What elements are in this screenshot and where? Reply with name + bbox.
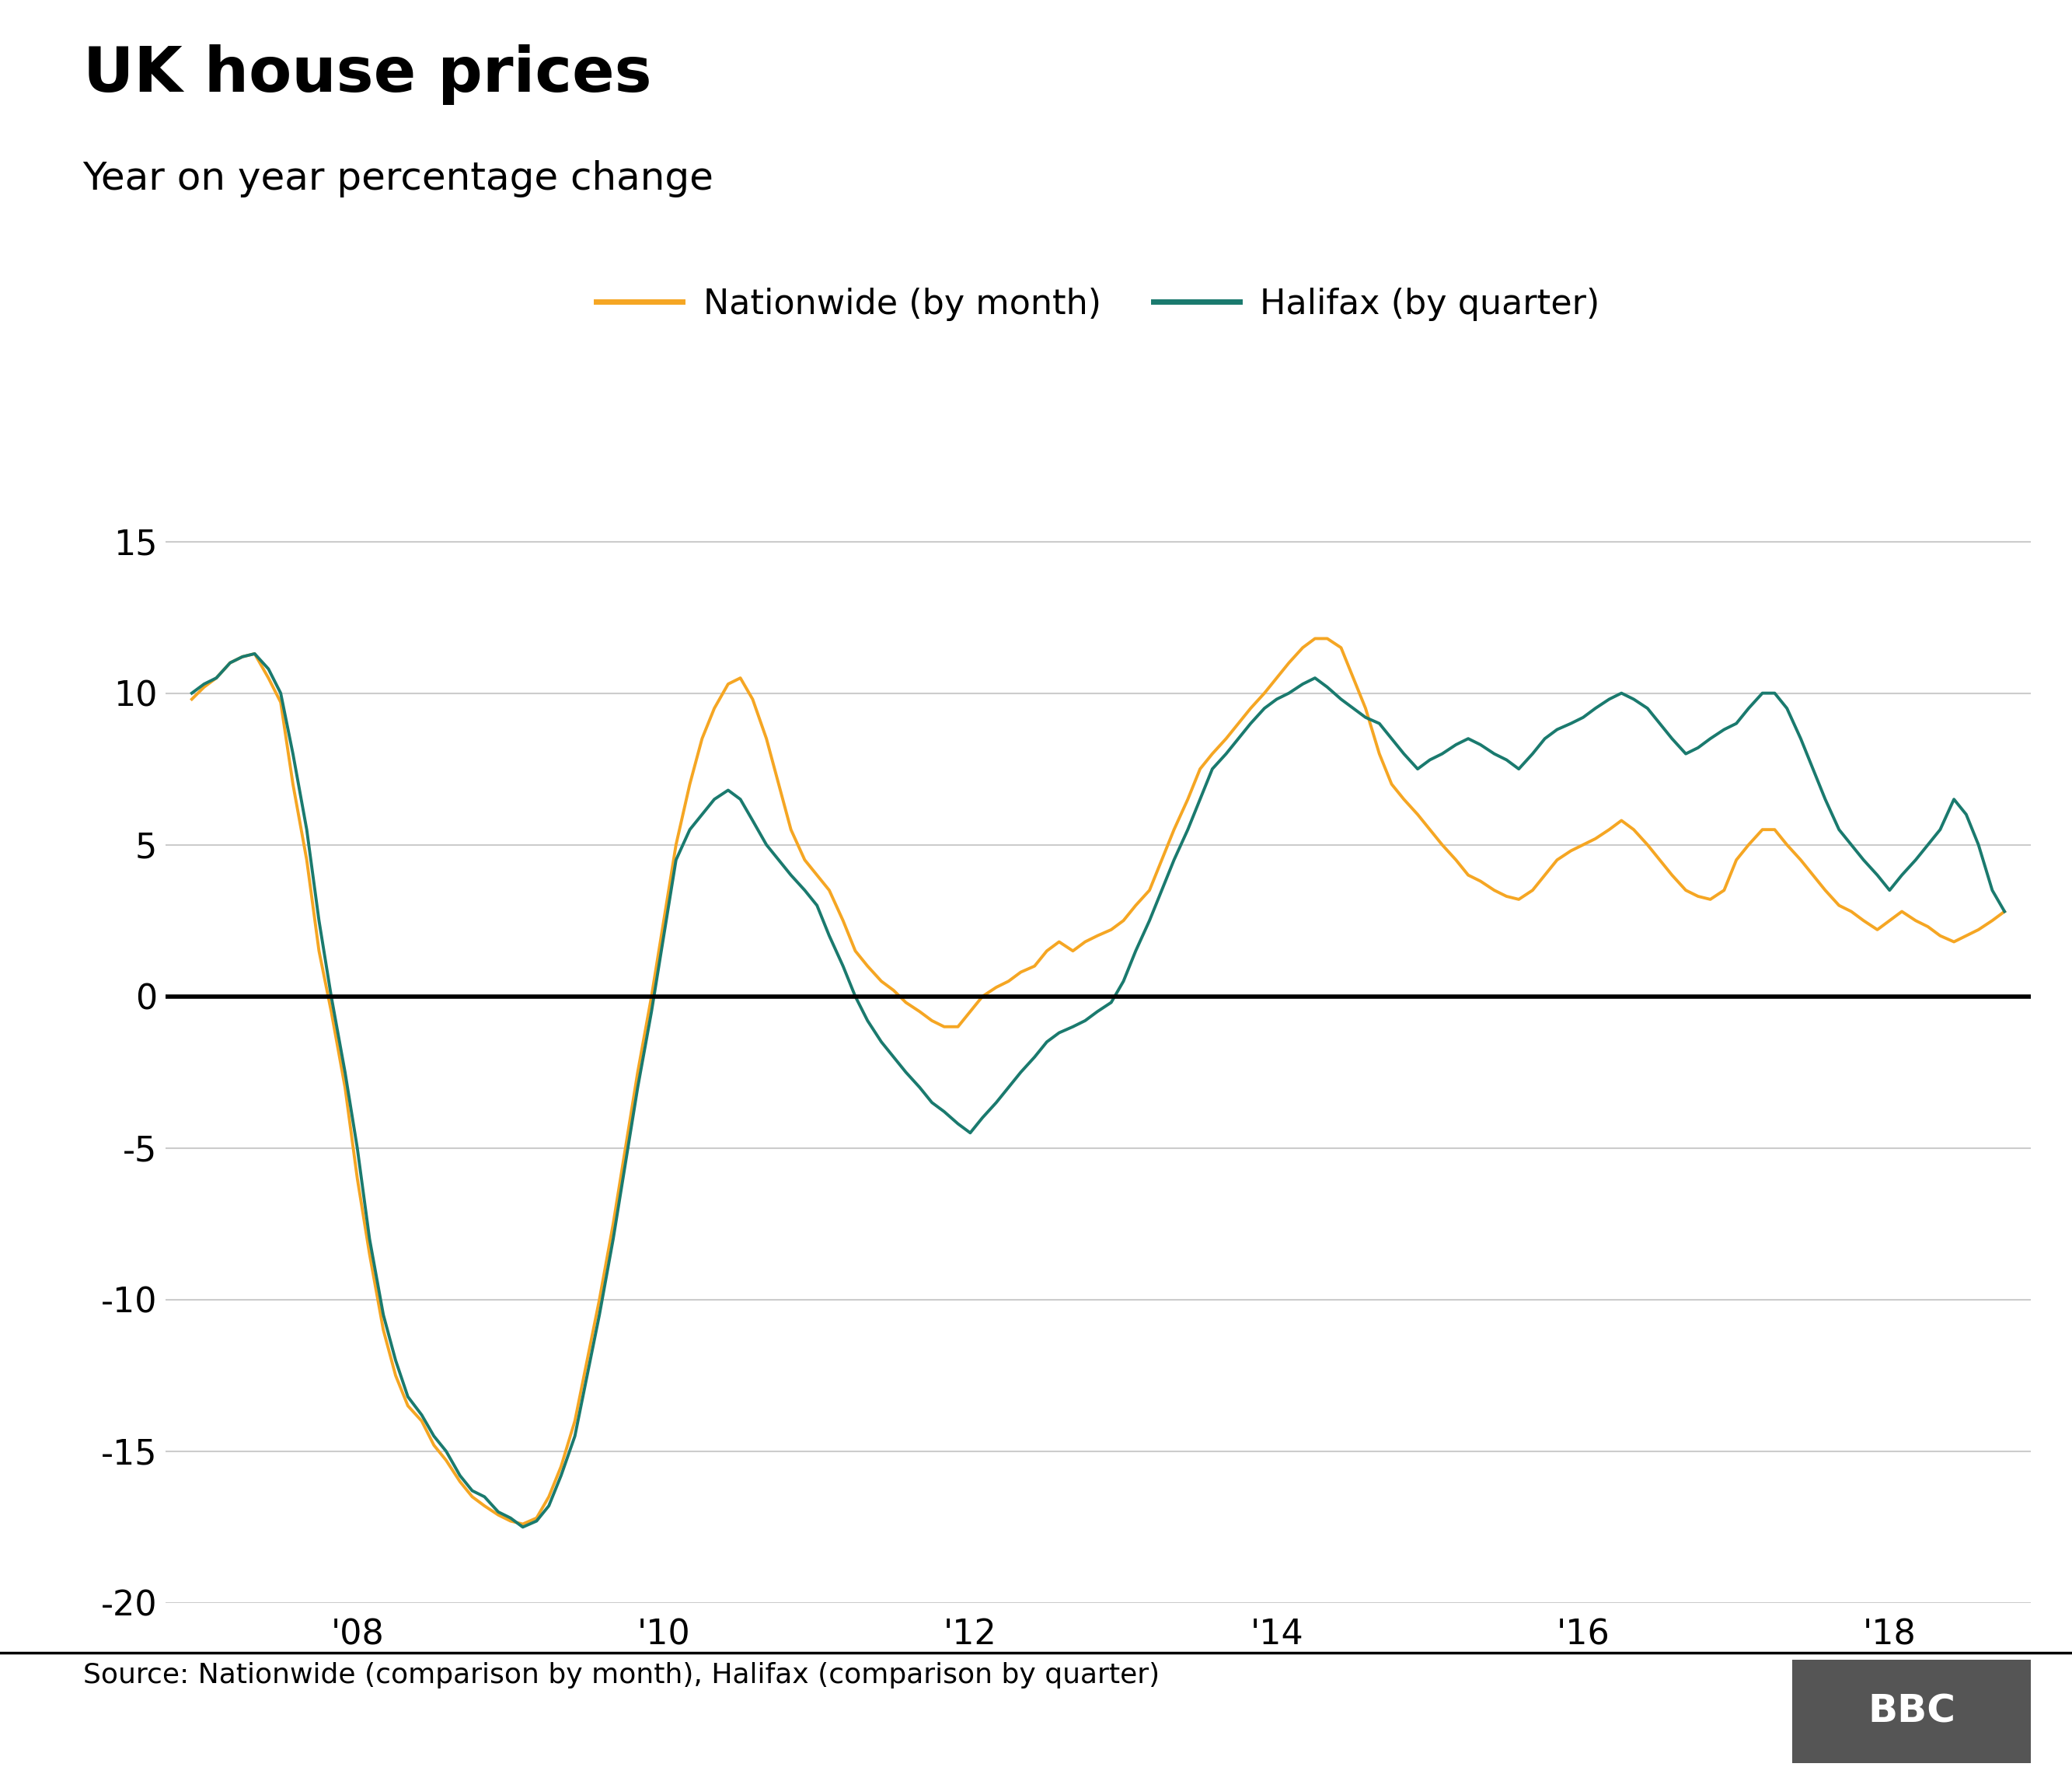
Text: Source: Nationwide (comparison by month), Halifax (comparison by quarter): Source: Nationwide (comparison by month)… (83, 1662, 1160, 1688)
Text: Year on year percentage change: Year on year percentage change (83, 160, 715, 198)
Line: Nationwide (by month): Nationwide (by month) (193, 639, 2004, 1525)
Text: UK house prices: UK house prices (83, 45, 651, 105)
Nationwide (by month) (663, 834, 688, 855)
Halifax (by quarter) (257, 659, 282, 680)
Nationwide (by month) (334, 1078, 358, 1099)
Halifax (by quarter) (344, 1138, 369, 1159)
Line: Halifax (by quarter): Halifax (by quarter) (193, 654, 2004, 1526)
Nationwide (by month) (180, 689, 205, 711)
Nationwide (by month) (804, 864, 829, 885)
Halifax (by quarter) (180, 682, 205, 703)
Text: BBC: BBC (1867, 1694, 1956, 1729)
Nationwide (by month) (510, 1514, 535, 1535)
Nationwide (by month) (932, 1015, 957, 1037)
Halifax (by quarter) (242, 643, 267, 664)
Nationwide (by month) (1991, 901, 2016, 923)
Halifax (by quarter) (816, 924, 841, 946)
Halifax (by quarter) (510, 1516, 535, 1537)
Halifax (by quarter) (1009, 1061, 1034, 1083)
Halifax (by quarter) (945, 1113, 970, 1134)
Nationwide (by month) (242, 643, 267, 664)
Nationwide (by month) (997, 971, 1021, 992)
Halifax (by quarter) (678, 819, 702, 841)
Halifax (by quarter) (1991, 901, 2016, 923)
Nationwide (by month) (1303, 629, 1328, 650)
Legend: Nationwide (by month), Halifax (by quarter): Nationwide (by month), Halifax (by quart… (582, 274, 1614, 335)
